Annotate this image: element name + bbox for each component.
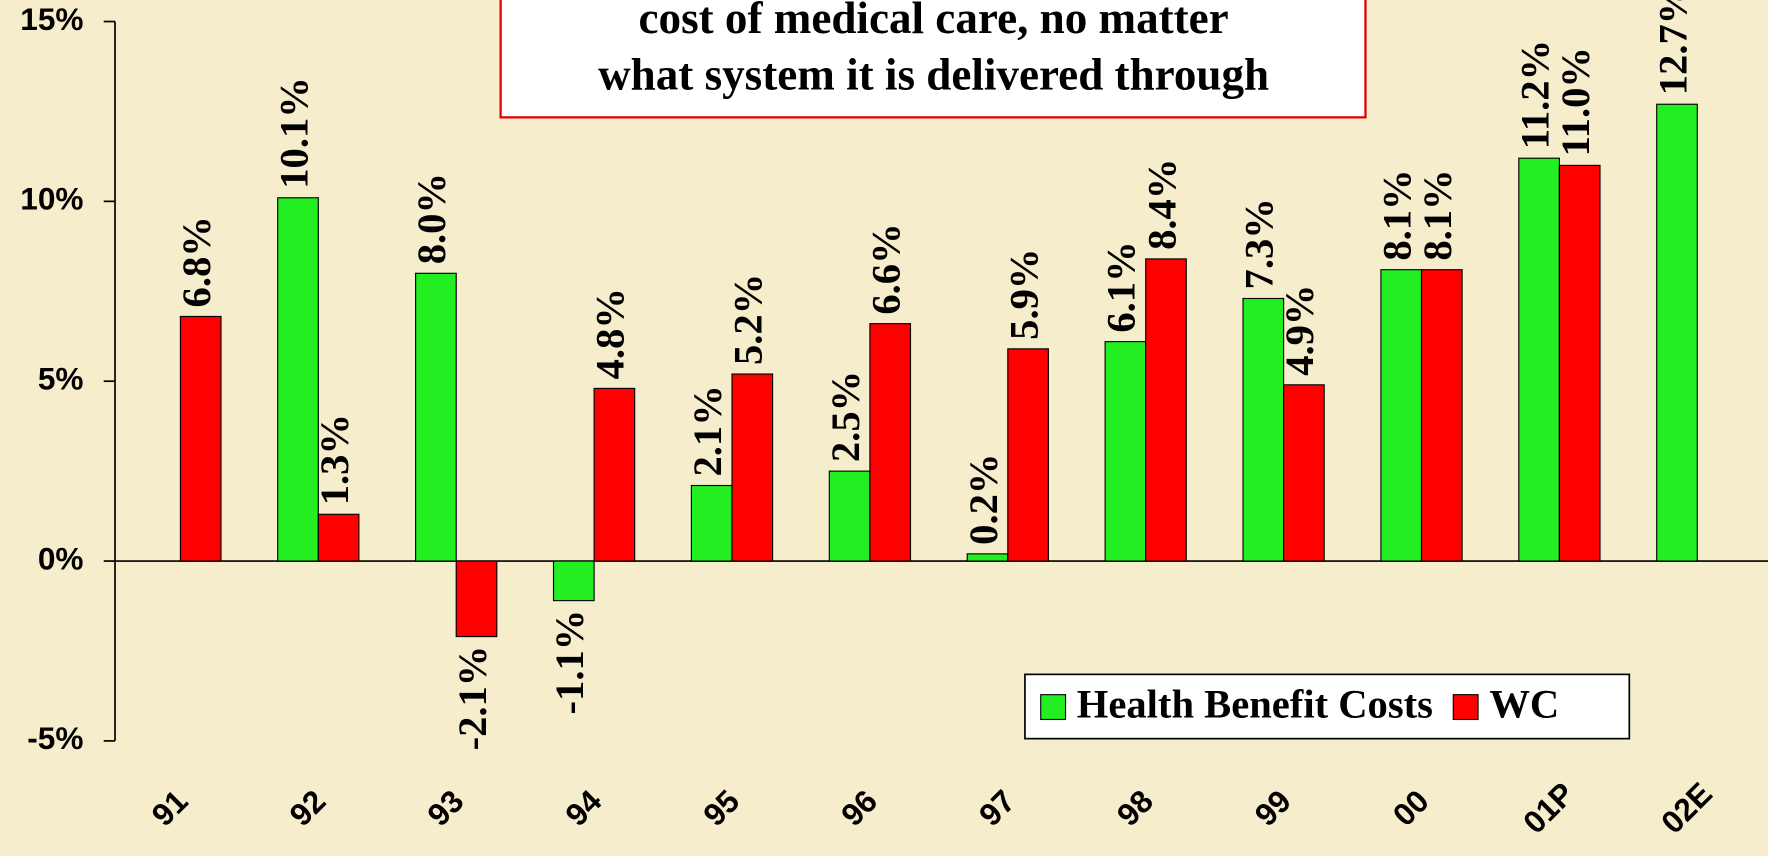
value-label: 6.8% <box>174 216 219 307</box>
x-tick-label: 96 <box>834 783 884 833</box>
bar <box>1242 297 1285 562</box>
value-label: 5.9% <box>1001 249 1046 340</box>
value-label: 2.1% <box>685 385 730 476</box>
bar <box>277 197 319 562</box>
x-tick-label: 94 <box>558 782 609 833</box>
y-tick-label: 0% <box>38 540 84 576</box>
value-label: 11.0% <box>1553 47 1598 156</box>
y-tick-label: 5% <box>38 361 84 397</box>
bar <box>317 513 360 562</box>
x-tick-label: 00 <box>1385 783 1435 833</box>
value-label: 5.2% <box>726 274 771 365</box>
annotation-box <box>499 0 1367 119</box>
bar <box>552 560 595 602</box>
x-tick-label: 93 <box>420 783 470 833</box>
bar <box>828 470 871 562</box>
bar <box>593 387 636 562</box>
bar <box>179 315 222 562</box>
bar <box>690 484 733 562</box>
y-tick-label: 10% <box>20 181 83 217</box>
legend-swatch <box>1040 694 1067 721</box>
value-label: 8.1% <box>1375 169 1420 260</box>
value-label: -2.1% <box>450 646 495 751</box>
x-tick-label: 92 <box>282 783 332 833</box>
bar <box>1145 258 1187 562</box>
value-label: 7.3% <box>1237 198 1282 289</box>
bar <box>1380 269 1423 562</box>
legend-label: Health Benefit Costs <box>1077 682 1433 727</box>
legend-swatch <box>1452 694 1479 721</box>
bar <box>1283 384 1325 562</box>
bar <box>1104 341 1147 562</box>
legend-label: WC <box>1489 682 1559 727</box>
value-label: 8.0% <box>409 173 454 264</box>
value-label: 11.2% <box>1512 40 1557 149</box>
annotation: what system it is delivered through <box>598 49 1269 99</box>
x-tick-label: 91 <box>144 783 194 833</box>
value-label: 8.4% <box>1139 159 1184 250</box>
value-label: 6.6% <box>864 223 909 314</box>
bar <box>1007 348 1049 562</box>
value-label: 10.1% <box>271 77 316 189</box>
bar <box>455 560 498 638</box>
value-label: 12.7% <box>1650 0 1695 95</box>
value-label: 1.3% <box>312 414 357 505</box>
value-label: -1.1% <box>547 610 592 715</box>
value-label: 8.1% <box>1415 169 1460 260</box>
x-tick-label: 98 <box>1110 783 1160 833</box>
bar <box>1420 269 1463 562</box>
value-label: 4.8% <box>588 288 633 379</box>
y-tick-label: 15% <box>20 1 83 37</box>
x-tick-label: 97 <box>972 783 1022 833</box>
bar <box>966 553 1009 562</box>
value-label: 2.5% <box>823 371 868 462</box>
y-tick-label: -5% <box>27 720 83 756</box>
bar <box>869 323 912 562</box>
x-tick-label: 99 <box>1248 783 1298 833</box>
bar <box>1558 164 1601 562</box>
value-label: 4.9% <box>1277 284 1322 375</box>
x-tick-label: 95 <box>696 783 746 833</box>
x-tick-label: 01P <box>1516 775 1581 840</box>
value-label: 6.1% <box>1099 241 1144 332</box>
legend-box <box>1024 673 1631 740</box>
annotation: cost of medical care, no matter <box>639 0 1229 43</box>
bar <box>731 373 774 562</box>
value-label: 0.2% <box>961 454 1006 545</box>
x-tick-label: 02E <box>1654 775 1719 840</box>
bar <box>415 272 457 562</box>
bar <box>1518 157 1560 562</box>
bar <box>1656 103 1698 562</box>
